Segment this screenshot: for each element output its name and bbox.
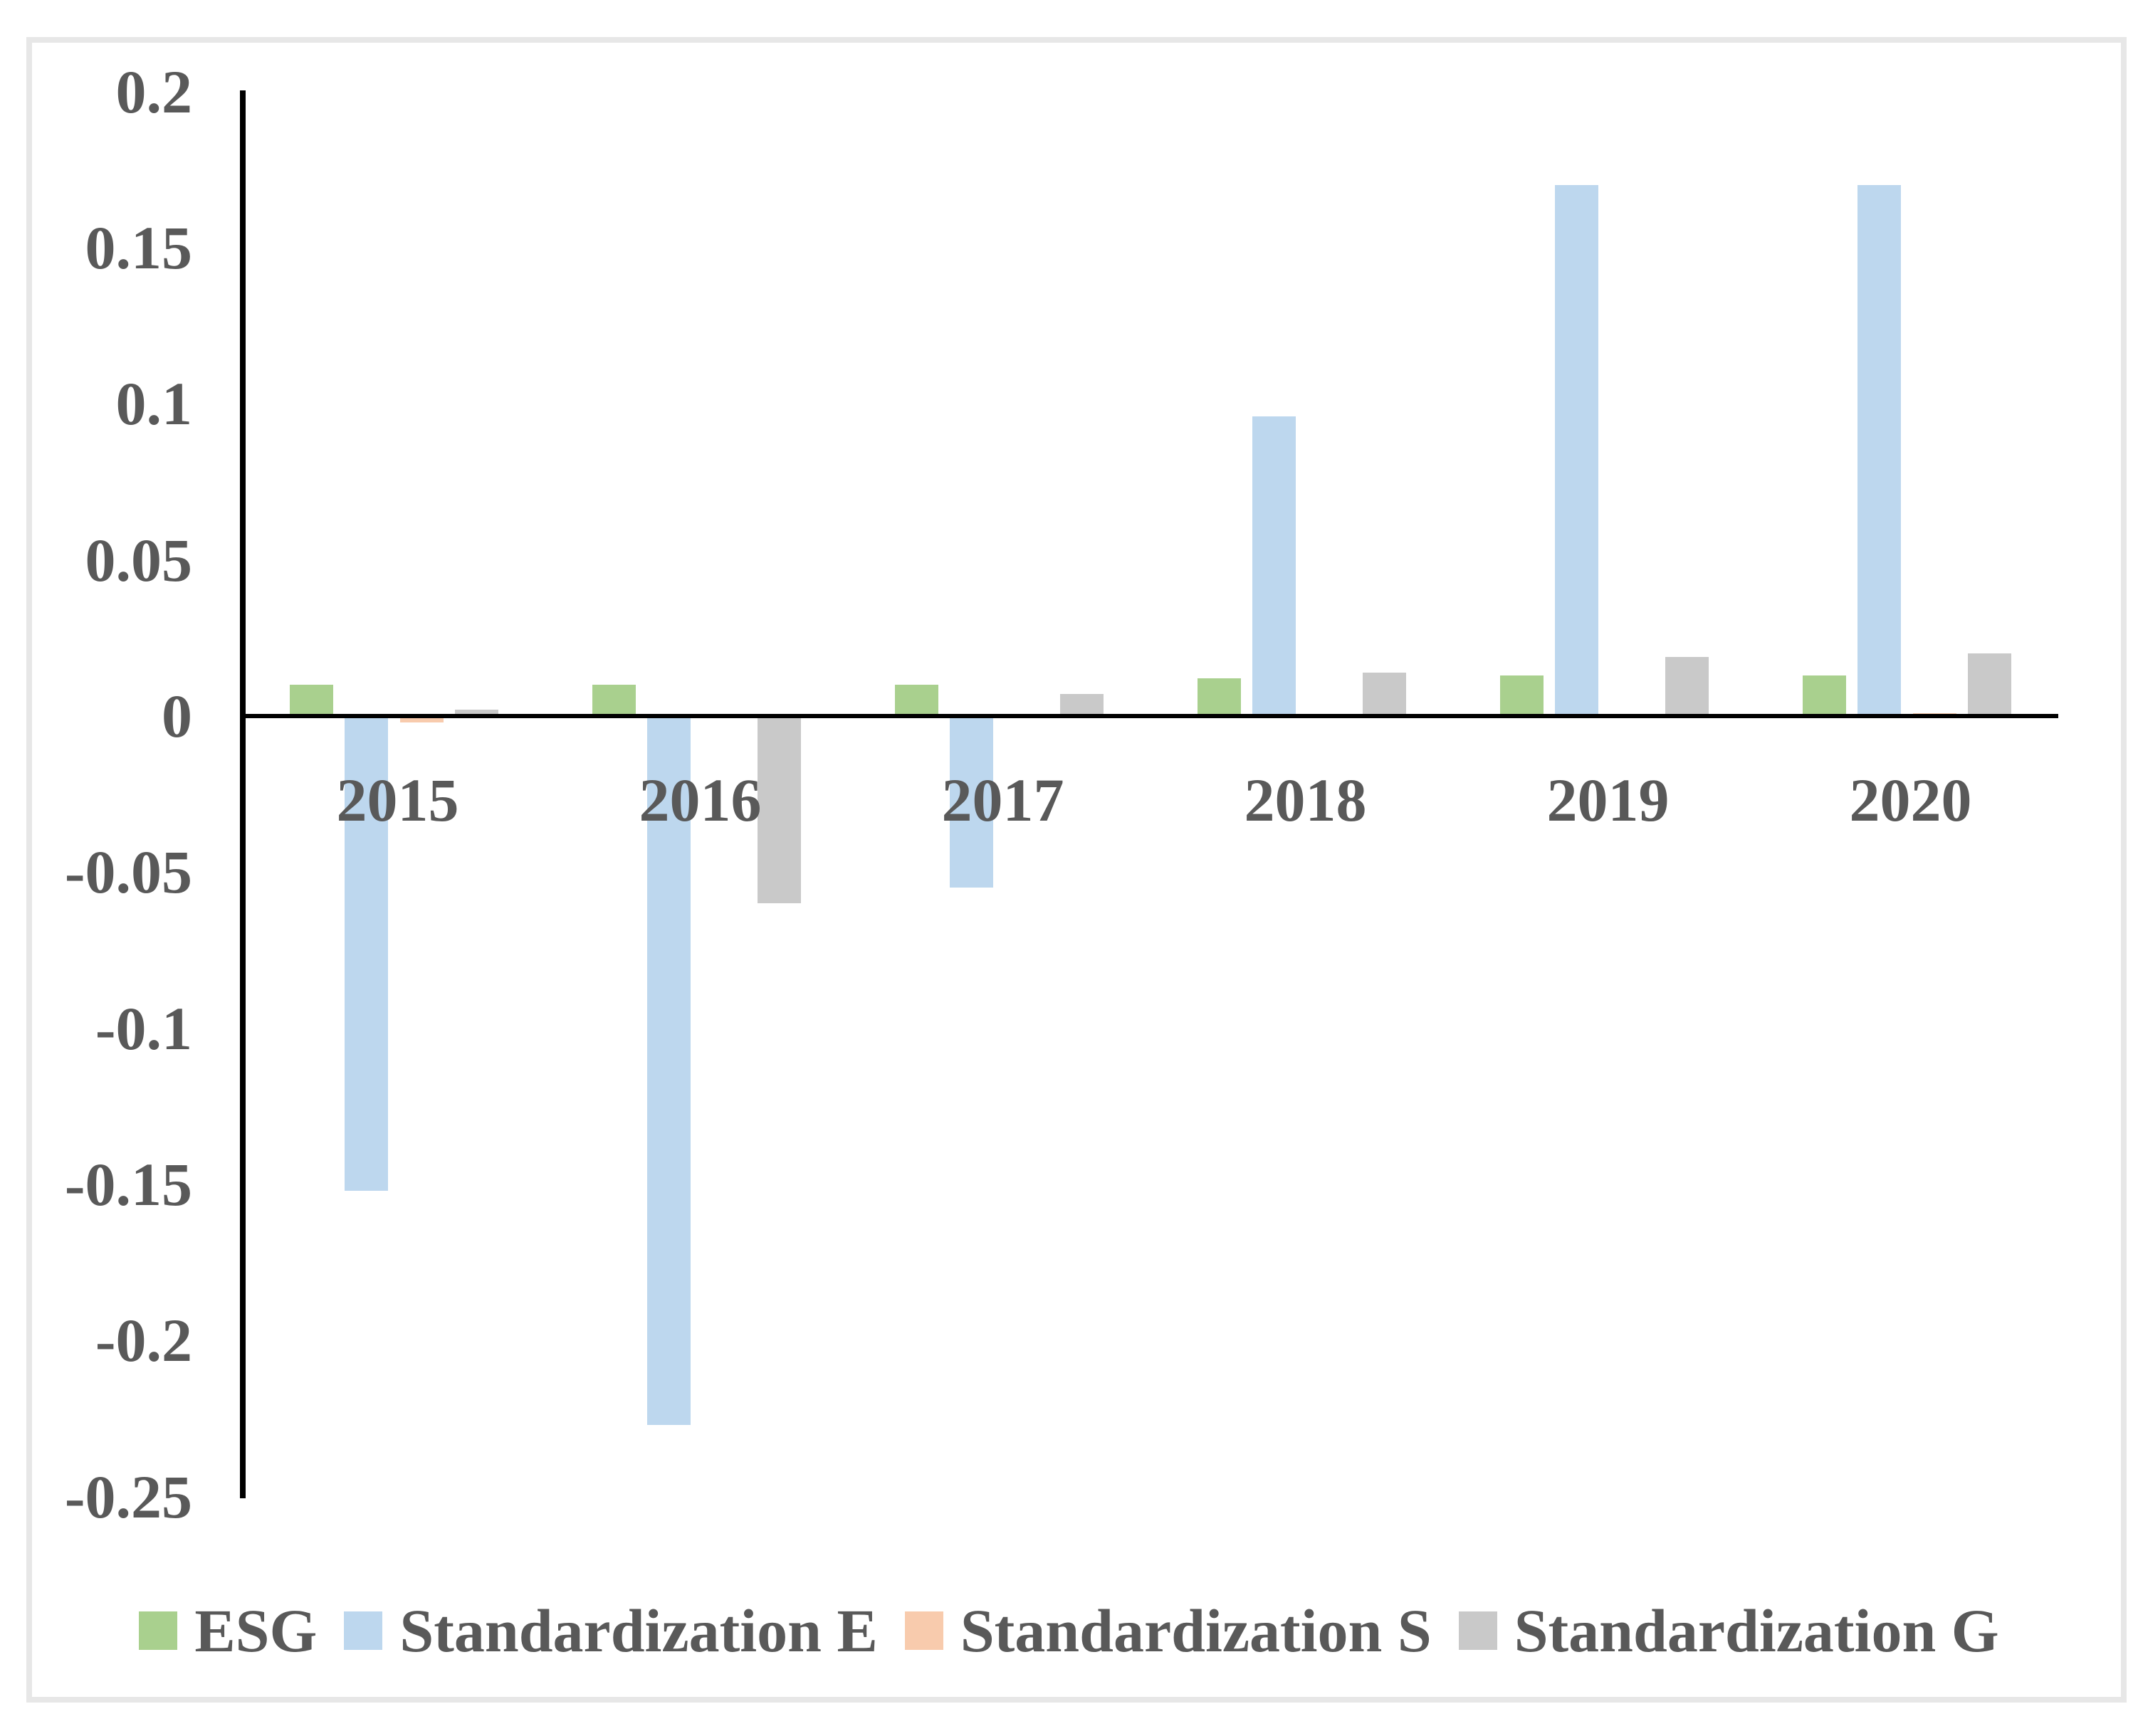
x-axis-category-label-2015: 2015 [336,766,459,834]
y-axis-tick-label: -0.05 [64,838,192,906]
bar-standardization-g-2017 [1060,694,1104,716]
bar-standardization-e-2018 [1252,416,1296,716]
y-axis-tick-label: 0.05 [85,526,193,594]
legend-label-esg: ESG [194,1596,318,1665]
legend-item-standardization-e: Standardization E [344,1596,878,1665]
bar-standardization-e-2015 [345,716,388,1191]
y-axis-line [240,90,246,1498]
bar-standardization-g-2020 [1968,653,2011,716]
legend-swatch-esg [139,1611,178,1650]
legend-item-esg: ESG [139,1596,317,1665]
bar-standardization-g-2018 [1363,673,1406,716]
y-axis-tick-label: 0 [162,682,192,750]
bar-standardization-e-2019 [1555,185,1598,716]
y-axis-tick-label: -0.2 [95,1306,192,1374]
bar-standardization-e-2017 [950,716,993,888]
legend-label-standardization-e: Standardization E [399,1596,878,1665]
chart-frame [26,37,2127,1703]
y-axis-tick-label: 0.2 [115,58,193,126]
x-axis-category-label-2020: 2020 [1849,766,1972,834]
legend-swatch-standardization-s [904,1611,943,1650]
legend-item-standardization-g: Standardization G [1458,1596,1999,1665]
bar-standardization-g-2019 [1665,657,1709,716]
legend-item-standardization-s: Standardization S [904,1596,1432,1665]
y-axis-tick-label: -0.15 [64,1150,192,1219]
legend-label-standardization-s: Standardization S [960,1596,1432,1665]
chart-legend: ESG Standardization E Standardization S … [0,1596,2138,1665]
x-axis-category-label-2019: 2019 [1546,766,1670,834]
y-axis-tick-label: -0.1 [95,994,192,1063]
y-axis-tick-label: 0.1 [115,369,193,438]
x-axis-category-label-2018: 2018 [1244,766,1367,834]
x-axis-category-label-2016: 2016 [639,766,762,834]
bar-standardization-g-2016 [758,716,801,903]
bar-standardization-e-2016 [647,716,691,1425]
bar-standardization-s-2015 [400,716,444,722]
x-axis-zero-line [240,714,2058,718]
bar-esg-2017 [895,685,938,716]
bar-esg-2020 [1803,675,1846,716]
x-axis-category-label-2017: 2017 [941,766,1064,834]
legend-swatch-standardization-e [344,1611,383,1650]
legend-swatch-standardization-g [1458,1611,1497,1650]
bar-esg-2018 [1198,678,1241,716]
bar-esg-2016 [592,685,636,716]
bar-standardization-e-2020 [1857,185,1901,716]
bar-esg-2015 [290,685,333,716]
bar-standardization-g-2015 [455,710,498,716]
bar-esg-2019 [1500,675,1544,716]
y-axis-tick-label: 0.15 [85,214,193,282]
y-axis-tick-label: -0.25 [64,1463,192,1531]
legend-label-standardization-g: Standardization G [1514,1596,1999,1665]
